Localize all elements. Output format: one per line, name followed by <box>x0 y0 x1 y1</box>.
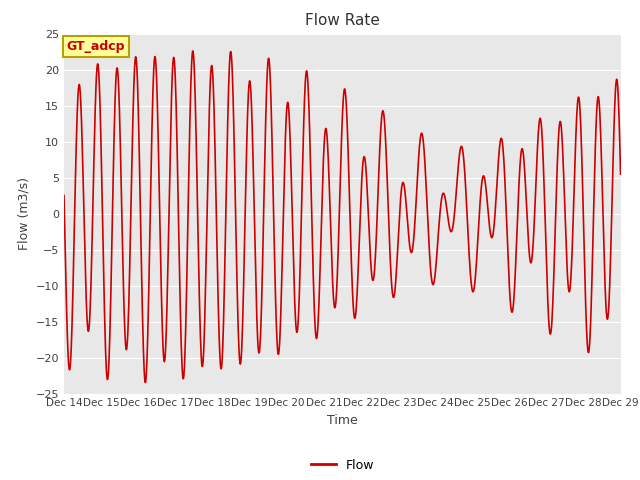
Flow <box>216 349 223 355</box>
Flow <box>141 380 149 385</box>
Legend: Flow: Flow <box>306 454 379 477</box>
Flow <box>584 341 591 347</box>
Flow <box>60 192 68 198</box>
Flow <box>617 171 625 177</box>
Y-axis label: Flow (m3/s): Flow (m3/s) <box>17 177 30 250</box>
Text: GT_adcp: GT_adcp <box>67 40 125 53</box>
X-axis label: Time: Time <box>327 414 358 427</box>
Flow <box>189 48 196 54</box>
Title: Flow Rate: Flow Rate <box>305 13 380 28</box>
Flow <box>371 262 379 268</box>
Flow <box>359 162 367 168</box>
Flow <box>504 264 512 269</box>
Flow <box>568 256 575 262</box>
Line: Flow: Flow <box>64 51 621 383</box>
